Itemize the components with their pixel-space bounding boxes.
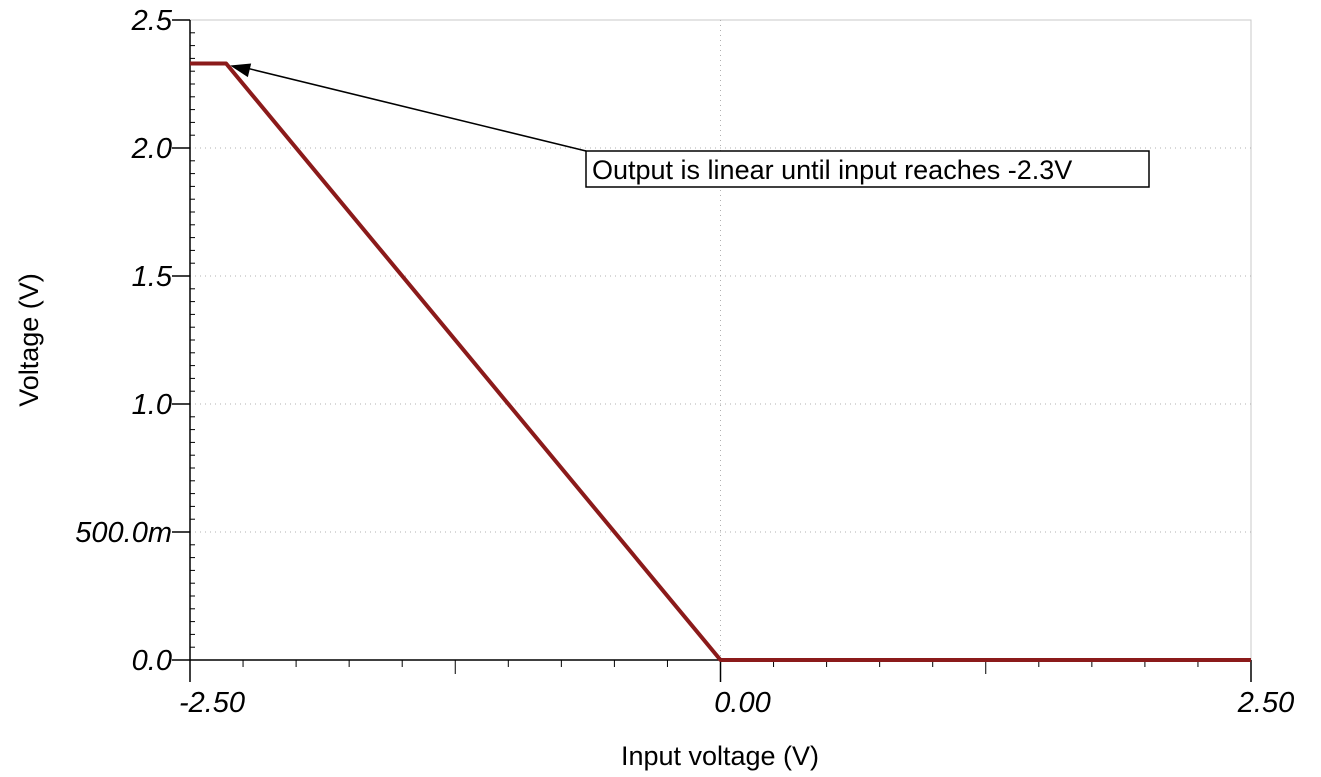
- annotation-leader: [239, 65, 587, 152]
- y-tick-label: 2.5: [131, 5, 173, 37]
- x-tick-label: -2.50: [179, 687, 245, 719]
- y-tick-label: 2.0: [131, 133, 172, 165]
- axis-ticks: 0.0 500.0m 1.0 1.5 2.0 2.5 -2.50 0.00 2.50: [75, 5, 1294, 719]
- annotation-text: Output is linear until input reaches -2.…: [592, 155, 1072, 185]
- annotation-box: [585, 150, 1150, 188]
- series-line: [190, 61, 1251, 662]
- annotation-arrowhead: [230, 63, 252, 78]
- y-axis-title: Voltage (V): [14, 273, 44, 407]
- minor-ticks: [190, 32, 1199, 674]
- x-tick-label: 0.00: [714, 687, 770, 719]
- y-tick-label: 1.0: [132, 389, 172, 421]
- series-layer: [190, 61, 1251, 662]
- x-tick-label: 2.50: [1237, 687, 1294, 719]
- grid: [190, 20, 1251, 660]
- annotation-layer: Output is linear until input reaches -2.…: [230, 63, 1150, 188]
- y-tick-label: 500.0m: [75, 517, 172, 549]
- x-axis-title: Input voltage (V): [621, 741, 819, 771]
- y-tick-label: 1.5: [132, 261, 173, 293]
- y-tick-label: 0.0: [132, 645, 172, 677]
